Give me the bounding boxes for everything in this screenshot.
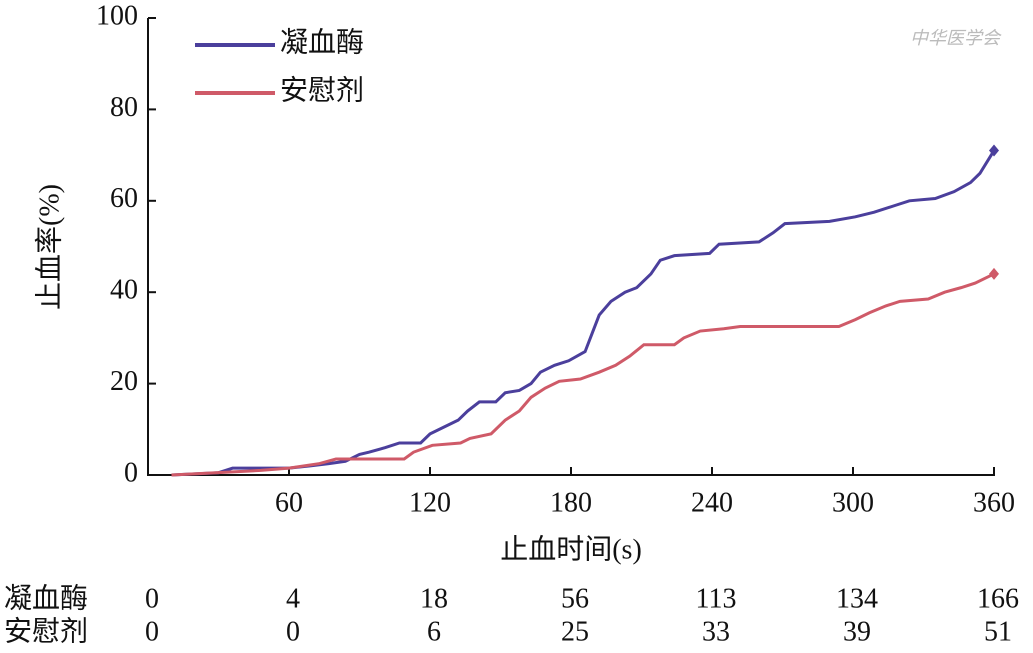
table-row-label: 凝血酶 [4,582,88,614]
y-tick-label: 40 [110,275,138,306]
x-tick-label: 360 [973,487,1015,518]
table-cell: 56 [561,583,589,614]
y-tick-label: 60 [110,183,138,214]
table-cell: 166 [977,583,1019,614]
legend-label: 安慰剂 [280,74,364,106]
table-row-label: 安慰剂 [4,615,88,647]
table-cell: 113 [696,583,737,614]
table-cell: 33 [702,616,730,647]
y-tick-label: 0 [124,457,138,488]
table-cell: 0 [286,616,300,647]
table-cell: 18 [420,583,448,614]
end-marker [989,267,999,280]
legend-label: 凝血酶 [280,26,364,58]
y-tick-label: 100 [96,0,138,31]
table-cell: 4 [286,583,300,614]
x-tick-label: 240 [691,487,733,518]
series-line [171,272,995,477]
x-tick-label: 60 [275,487,303,518]
series-line [171,149,996,477]
table-cell: 39 [843,616,871,647]
table-cell: 51 [984,616,1012,647]
watermark: 中华医学会 [910,28,1002,48]
table-cell: 25 [561,616,589,647]
table-cell: 6 [427,616,441,647]
table-cell: 0 [145,616,159,647]
y-axis-label: 止血率(%) [33,184,65,310]
table-cell: 0 [145,583,159,614]
x-axis-label: 止血时间(s) [500,533,642,565]
y-tick-label: 80 [110,92,138,123]
x-tick-label: 180 [550,487,592,518]
y-tick-label: 20 [110,366,138,397]
x-tick-label: 120 [409,487,451,518]
end-marker [989,144,999,157]
x-tick-label: 300 [832,487,874,518]
table-cell: 134 [836,583,878,614]
